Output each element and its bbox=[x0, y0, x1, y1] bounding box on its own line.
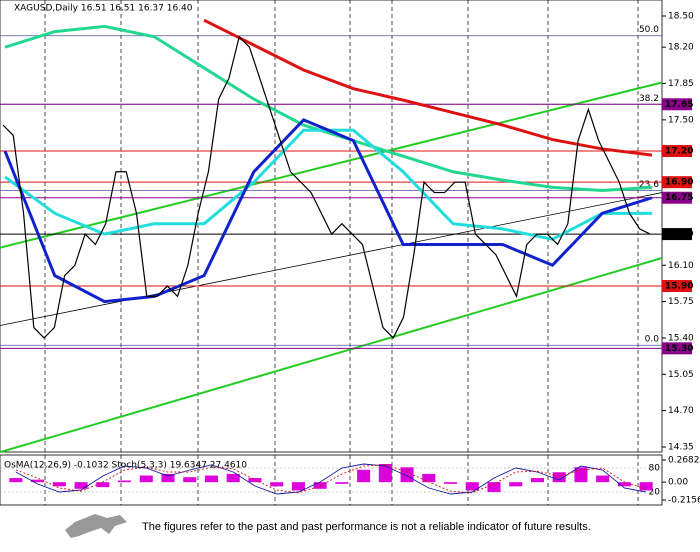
osma-bar bbox=[313, 482, 327, 489]
osma-bar bbox=[444, 482, 458, 484]
osma-bar bbox=[422, 473, 436, 483]
osma-bar bbox=[139, 475, 153, 483]
osma-bar bbox=[378, 463, 392, 483]
osma-bar bbox=[552, 472, 566, 483]
osma-bar bbox=[226, 473, 240, 483]
osma-bar bbox=[530, 478, 544, 483]
level-box bbox=[662, 342, 692, 355]
y-tick-label: 15.75 bbox=[668, 297, 694, 307]
osma-bar bbox=[357, 469, 371, 483]
level-label: 17.20 bbox=[665, 147, 693, 157]
osma-bar bbox=[118, 480, 132, 483]
osma-bar bbox=[487, 482, 501, 493]
osc-tick-label: 0.00 bbox=[668, 478, 688, 488]
osma-bar bbox=[509, 482, 523, 487]
y-tick-label: 17.85 bbox=[668, 79, 694, 89]
level-box bbox=[662, 98, 692, 111]
disclaimer: The figures refer to the past and past p… bbox=[142, 521, 591, 533]
channel-lower bbox=[0, 257, 663, 454]
osma-bar bbox=[596, 475, 610, 483]
y-tick-label: 14.35 bbox=[668, 443, 694, 453]
stoch-tick-label: 80 bbox=[649, 464, 661, 474]
level-box bbox=[662, 176, 692, 189]
osma-bar bbox=[52, 482, 66, 487]
osma-bar bbox=[31, 479, 45, 483]
y-tick-label: 15.05 bbox=[668, 370, 694, 380]
moving-average bbox=[4, 24, 653, 192]
osma-bar bbox=[183, 477, 197, 483]
osma-bar bbox=[161, 473, 175, 483]
y-tick-label: 14.70 bbox=[668, 406, 694, 416]
stoch-main bbox=[15, 463, 647, 495]
osma-bar bbox=[617, 482, 631, 487]
level-box bbox=[662, 228, 692, 241]
channel-middle bbox=[0, 192, 663, 326]
level-box bbox=[662, 145, 692, 158]
stoch-tick-label: 20 bbox=[649, 488, 661, 498]
price-line bbox=[2, 35, 651, 339]
osma-bar bbox=[400, 467, 414, 483]
osma-bar bbox=[204, 475, 218, 483]
osma-bar bbox=[270, 482, 284, 487]
osma-bar bbox=[9, 478, 23, 483]
fib-label: 23.6 bbox=[639, 180, 659, 190]
level-box bbox=[662, 191, 692, 204]
level-box bbox=[662, 280, 692, 293]
level-label: 16.40 bbox=[665, 230, 693, 240]
osc-tick-label: -0.2156 bbox=[668, 496, 700, 506]
osma-bar bbox=[335, 482, 349, 484]
y-tick-label: 18.20 bbox=[668, 43, 694, 53]
osma-bar bbox=[291, 482, 305, 491]
oscillator-title: OsMA(12,26,9) -0.1032 Stoch(5,3,3) 19.63… bbox=[4, 461, 247, 471]
level-label: 16.90 bbox=[665, 178, 693, 188]
plot: 18.50 18.20 17.85 17.50 16.10 15.75 15.40 15.05… bbox=[0, 12, 700, 506]
main-panel bbox=[0, 0, 663, 453]
chart-title: XAGUSD,Daily 16.51 16.51 16.37 16.40 bbox=[14, 4, 193, 14]
osc-tick-label: 0.2682 bbox=[668, 456, 700, 466]
channel-upper bbox=[0, 81, 663, 249]
y-tick-label: 17.50 bbox=[668, 115, 694, 125]
osma-bar bbox=[74, 482, 88, 489]
y-tick-label: 18.50 bbox=[668, 12, 694, 22]
osma-bar bbox=[639, 482, 653, 491]
stoch-signal bbox=[15, 464, 647, 494]
y-tick-label: 16.10 bbox=[668, 261, 694, 271]
logo bbox=[65, 514, 127, 538]
level-label: 17.65 bbox=[665, 100, 693, 110]
fib-label: 38.2 bbox=[639, 94, 659, 104]
level-label: 16.75 bbox=[665, 193, 693, 203]
moving-average bbox=[3, 118, 653, 304]
fib-label: 50.0 bbox=[639, 25, 659, 35]
osma-bar bbox=[465, 482, 479, 491]
level-label: 15.30 bbox=[665, 344, 693, 354]
logo-shape bbox=[65, 514, 127, 538]
y-tick-label: 15.40 bbox=[668, 333, 694, 343]
level-label: 15.90 bbox=[665, 282, 693, 292]
osma-bar bbox=[248, 478, 262, 483]
fib-label: 0.0 bbox=[645, 335, 660, 345]
osma-bar bbox=[96, 482, 110, 488]
